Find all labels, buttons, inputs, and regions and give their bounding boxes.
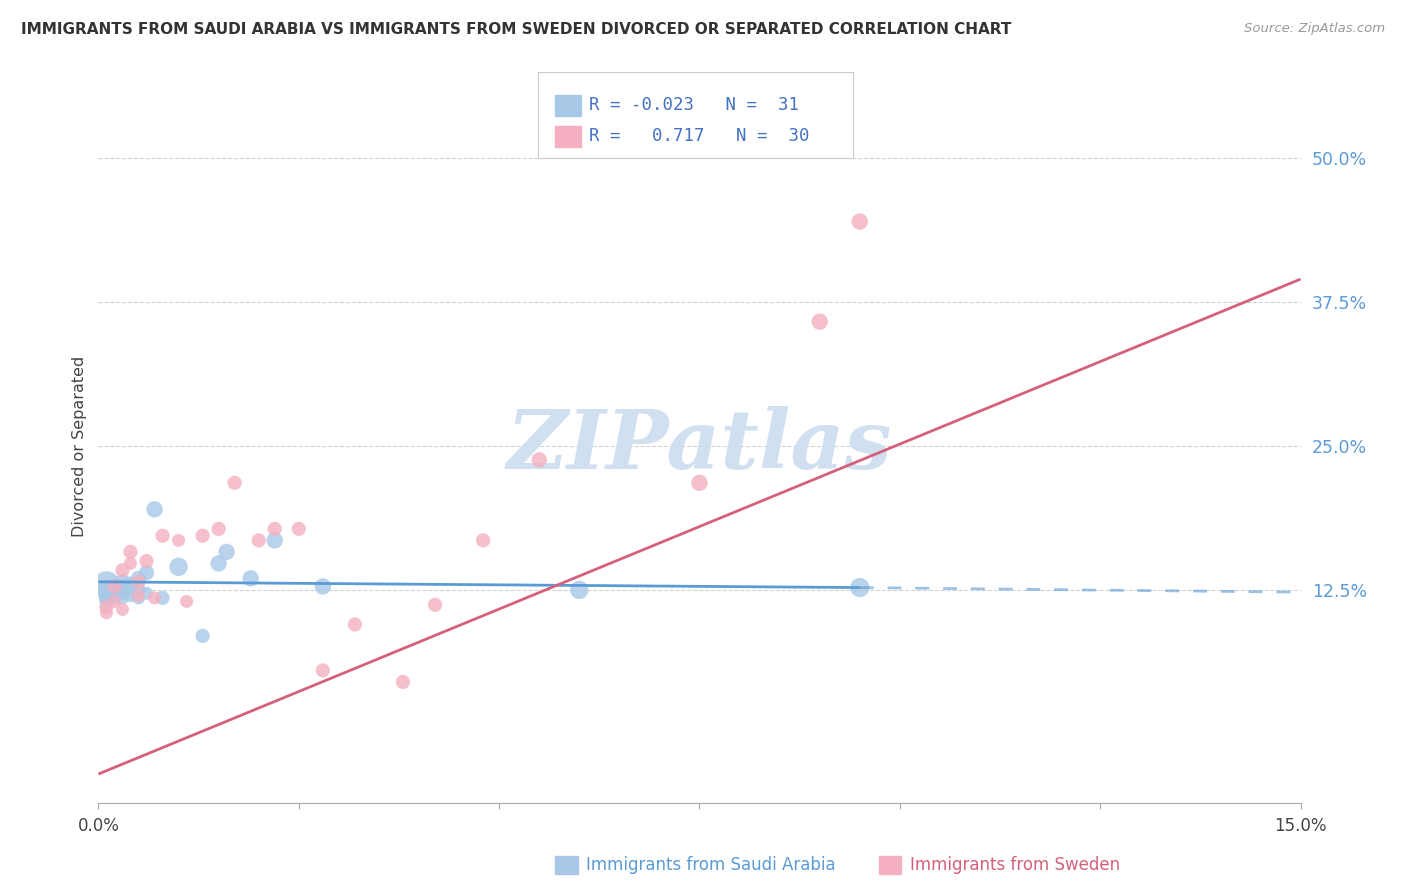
Point — [239, 571, 262, 585]
Point — [423, 598, 446, 612]
Point — [167, 559, 190, 574]
Text: R =   0.717   N =  30: R = 0.717 N = 30 — [589, 128, 810, 145]
Point — [152, 591, 174, 605]
Text: IMMIGRANTS FROM SAUDI ARABIA VS IMMIGRANTS FROM SWEDEN DIVORCED OR SEPARATED COR: IMMIGRANTS FROM SAUDI ARABIA VS IMMIGRAN… — [21, 22, 1011, 37]
Point — [128, 571, 150, 585]
Point — [208, 557, 231, 571]
Point — [111, 579, 134, 593]
Point — [96, 577, 118, 591]
Point — [120, 557, 142, 571]
Point — [247, 533, 270, 548]
Point — [191, 629, 214, 643]
Text: Source: ZipAtlas.com: Source: ZipAtlas.com — [1244, 22, 1385, 36]
Point — [128, 582, 150, 597]
Point — [111, 586, 134, 600]
Point — [103, 591, 125, 605]
Point — [96, 594, 118, 608]
Point — [135, 586, 157, 600]
Text: Immigrants from Saudi Arabia: Immigrants from Saudi Arabia — [586, 856, 837, 874]
Point — [312, 664, 335, 678]
Point — [152, 529, 174, 543]
Point — [143, 502, 166, 516]
Point — [135, 566, 157, 580]
Point — [128, 574, 150, 589]
Point — [135, 554, 157, 568]
Point — [343, 617, 366, 632]
Point — [96, 600, 118, 615]
Point — [96, 582, 118, 597]
Point — [288, 522, 311, 536]
Point — [128, 589, 150, 603]
Point — [103, 579, 125, 593]
Point — [167, 533, 190, 548]
Point — [472, 533, 495, 548]
Point — [849, 581, 872, 595]
Point — [849, 214, 872, 228]
Point — [120, 577, 142, 591]
Point — [111, 563, 134, 577]
Point — [392, 675, 415, 690]
Y-axis label: Divorced or Separated: Divorced or Separated — [72, 355, 87, 537]
Text: Immigrants from Sweden: Immigrants from Sweden — [910, 856, 1119, 874]
Point — [176, 594, 198, 608]
Point — [111, 582, 134, 597]
Point — [689, 475, 711, 490]
Point — [96, 606, 118, 620]
Point — [312, 579, 335, 593]
Point — [120, 589, 142, 603]
Point — [191, 529, 214, 543]
Point — [263, 533, 285, 548]
Point — [128, 591, 150, 605]
Point — [103, 586, 125, 600]
Point — [263, 522, 285, 536]
Point — [120, 582, 142, 597]
Point — [143, 591, 166, 605]
Point — [111, 591, 134, 605]
Point — [568, 582, 591, 597]
Text: ZIPatlas: ZIPatlas — [506, 406, 893, 486]
Point — [111, 574, 134, 589]
Point — [103, 579, 125, 593]
Point — [208, 522, 231, 536]
Point — [111, 602, 134, 616]
Point — [224, 475, 246, 490]
Point — [215, 545, 238, 559]
Point — [103, 594, 125, 608]
Text: R = -0.023   N =  31: R = -0.023 N = 31 — [589, 96, 799, 114]
Point — [96, 589, 118, 603]
Point — [529, 452, 551, 467]
Point — [808, 315, 831, 329]
Point — [120, 545, 142, 559]
